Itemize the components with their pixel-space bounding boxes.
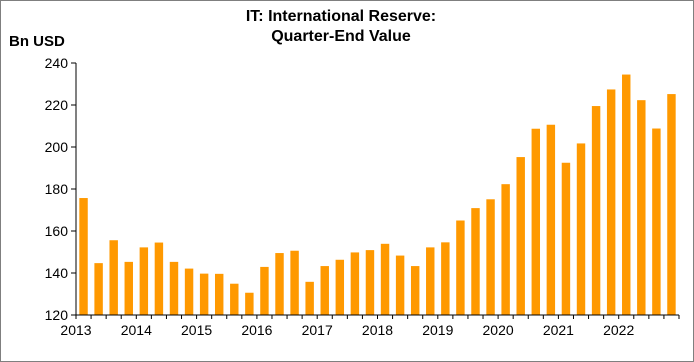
bars-group	[79, 74, 676, 316]
bar-2021Q2	[576, 143, 586, 315]
bar-2017Q3	[350, 252, 360, 315]
y-tick: 140	[45, 265, 76, 281]
y-tick: 200	[45, 139, 76, 155]
y-tick: 120	[45, 307, 76, 323]
bar-2022Q1	[622, 74, 631, 315]
y-tick: 160	[45, 223, 76, 239]
bar-2014Q3	[169, 261, 179, 315]
y-tick: 240	[45, 55, 76, 71]
bar-2016Q2	[275, 253, 284, 315]
bar-2016Q1	[260, 266, 269, 315]
bar-2014Q4	[184, 268, 194, 315]
bar-2020Q3	[531, 128, 541, 315]
chart-title-line-2: Quarter-End Value	[271, 28, 411, 45]
y-tick-label: 220	[45, 97, 69, 113]
x-tick-label: 2015	[181, 322, 212, 338]
y-tick-label: 240	[45, 55, 69, 71]
y-axis: 120 140 160 180 200 220 240	[45, 55, 77, 323]
bar-2016Q4	[305, 281, 314, 315]
x-tick-label: 2022	[603, 322, 634, 338]
x-tick-label: 2017	[302, 322, 333, 338]
bar-2019Q4	[486, 199, 495, 315]
bar-2019Q1	[441, 242, 450, 315]
bar-2021Q4	[606, 89, 616, 316]
x-tick-label: 2021	[543, 322, 574, 338]
chart-title-line-1: IT: International Reserve:	[245, 8, 437, 25]
bar-2015Q2	[214, 273, 224, 315]
bar-2020Q4	[546, 124, 556, 316]
y-tick-label: 120	[45, 307, 69, 323]
bar-2018Q1	[380, 243, 390, 315]
bar-2018Q2	[395, 255, 405, 315]
bar-2016Q3	[290, 250, 299, 315]
chart-title: IT: International Reserve: Quarter-End V…	[151, 7, 531, 47]
bar-2018Q3	[410, 266, 420, 315]
bar-2013Q4	[124, 261, 133, 315]
bar-2017Q4	[365, 250, 375, 315]
bar-2019Q2	[456, 220, 465, 315]
bar-2013Q3	[109, 240, 118, 315]
bar-2014Q2	[154, 242, 164, 315]
bar-2018Q4	[426, 247, 435, 315]
x-tick-label: 2020	[483, 322, 514, 338]
y-tick-label: 140	[45, 265, 69, 281]
y-tick: 220	[45, 97, 76, 113]
bar-2022Q4	[667, 94, 676, 315]
x-axis: 2013 2014 2015 2016 2017 2018 2019 2020 2021 2022	[60, 314, 680, 338]
bar-2020Q2	[516, 157, 525, 315]
y-tick-label: 180	[45, 181, 69, 197]
bar-2015Q4	[245, 292, 254, 315]
bar-2021Q1	[561, 162, 571, 315]
bar-2020Q1	[501, 184, 510, 315]
y-axis-label: Bn USD	[9, 33, 65, 50]
bar-2013Q2	[94, 263, 103, 315]
bar-2015Q1	[199, 273, 209, 315]
bar-2019Q3	[471, 208, 480, 315]
y-tick-label: 160	[45, 223, 69, 239]
bar-2015Q3	[230, 283, 239, 315]
x-tick-label: 2013	[60, 322, 91, 338]
bar-2022Q2	[637, 100, 646, 315]
x-tick-label: 2019	[422, 322, 453, 338]
bar-2014Q1	[139, 247, 149, 315]
y-tick-label: 200	[45, 139, 69, 155]
bar-2017Q1	[320, 266, 329, 315]
x-tick-label: 2014	[121, 322, 152, 338]
y-tick: 180	[45, 181, 76, 197]
bar-2013Q1	[79, 198, 88, 315]
bar-2017Q2	[335, 259, 345, 315]
bar-2021Q3	[591, 106, 601, 315]
x-tick-label: 2016	[241, 322, 272, 338]
bar-2022Q3	[652, 128, 661, 315]
x-tick-label: 2018	[362, 322, 393, 338]
